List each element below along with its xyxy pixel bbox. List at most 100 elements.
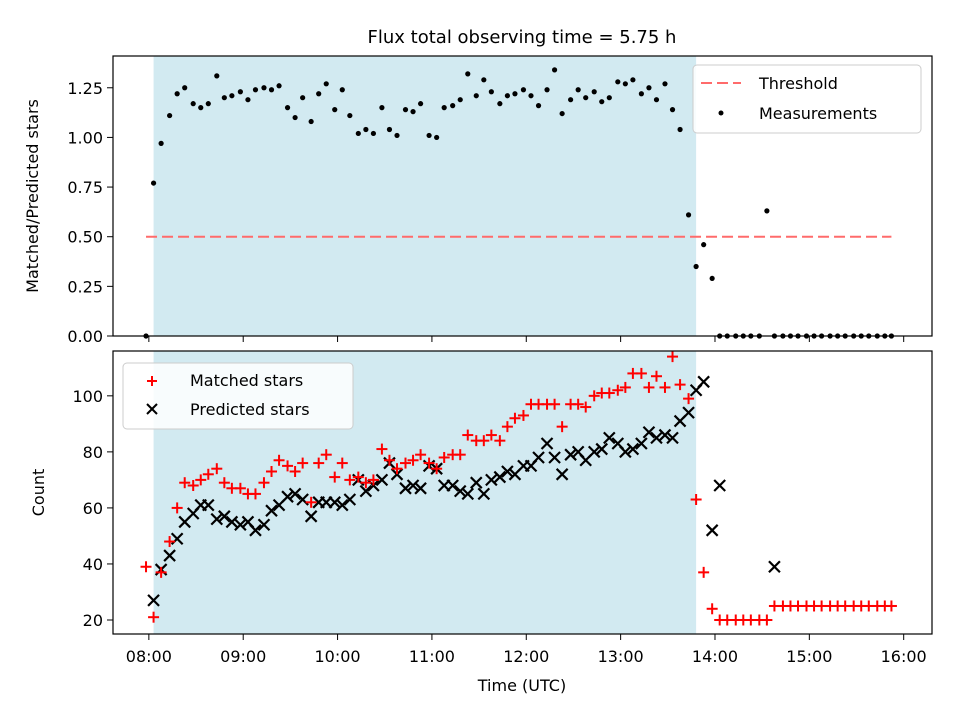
x-tick-label: 14:00 — [692, 647, 738, 666]
predicted-point — [406, 479, 420, 492]
measurement-point — [426, 132, 432, 139]
measurement-point — [488, 89, 494, 95]
predicted-point — [257, 518, 271, 532]
bottom-legend-box — [122, 362, 354, 430]
predicted-point — [249, 524, 262, 537]
measurement-point — [316, 91, 322, 97]
measurement-point — [394, 132, 400, 139]
matched-point — [667, 351, 679, 363]
measurement-point — [434, 134, 440, 141]
legend-matched-swatch — [147, 376, 157, 386]
x-tick-label: 15:00 — [786, 647, 832, 666]
measurement-point — [662, 81, 668, 87]
x-axis-label: Time (UTC) — [477, 676, 566, 695]
measurement-point — [599, 99, 605, 105]
measurement-point — [473, 93, 479, 99]
measurement-point — [764, 208, 770, 214]
predicted-point — [461, 487, 475, 501]
predicted-point — [147, 594, 160, 607]
bottom-y-tick-label: 100 — [72, 387, 103, 406]
matched-point — [155, 566, 167, 578]
legend-predicted-swatch — [146, 403, 158, 415]
predicted-point — [218, 510, 231, 523]
matched-point — [683, 393, 695, 405]
top-y-tick-label: 0.50 — [67, 228, 103, 247]
predicted-point — [635, 437, 648, 450]
measurement-point — [167, 112, 173, 119]
predicted-point — [682, 406, 695, 419]
matched-point — [266, 465, 278, 477]
predicted-point — [595, 442, 609, 456]
measurement-point — [481, 77, 487, 83]
measurement-point — [252, 87, 259, 93]
matched-point — [148, 611, 160, 623]
matched-point — [509, 412, 521, 424]
measurement-point — [174, 91, 180, 97]
bottom-y-tick-label: 40 — [83, 555, 103, 574]
matched-point — [376, 443, 388, 455]
bottom-y-tick-label: 80 — [83, 443, 103, 462]
matched-point — [549, 398, 561, 410]
predicted-point — [619, 445, 632, 459]
matched-point — [164, 536, 176, 548]
predicted-point — [202, 498, 215, 512]
predicted-point — [304, 510, 318, 523]
measurement-point — [544, 87, 550, 93]
measurement-point — [190, 101, 196, 107]
measurement-point — [701, 242, 707, 248]
measurement-point — [559, 110, 565, 117]
matched-point — [360, 477, 372, 489]
legend-predicted-label: Predicted stars — [190, 400, 310, 419]
predicted-point — [626, 442, 640, 456]
matched-point — [352, 471, 364, 483]
matched-point — [501, 421, 513, 433]
predicted-point — [336, 498, 349, 512]
measurement-point — [386, 126, 393, 133]
top-y-ticks: 0.00 0.25 0.50 0.75 1.00 1.25 — [67, 79, 113, 346]
predicted-point — [234, 518, 247, 532]
bottom-panel: 20 40 60 80 100 08:00 09:00 10:00 11:00 12:00 13:… — [29, 350, 933, 695]
bottom-y-tick-label: 60 — [83, 499, 103, 518]
matched-point — [195, 474, 207, 486]
matched-point — [635, 367, 647, 379]
matched-point — [234, 482, 246, 494]
matched-point — [885, 600, 897, 612]
x-tick-label: 13:00 — [598, 647, 644, 666]
predicted-point — [328, 496, 342, 509]
matched-point — [336, 457, 348, 469]
matched-point — [305, 496, 317, 508]
matched-point — [273, 454, 285, 466]
measurement-point — [450, 103, 456, 109]
predicted-point — [532, 451, 545, 464]
measurement-point — [528, 93, 534, 99]
measurement-point — [198, 105, 204, 111]
measurement-point — [520, 87, 527, 93]
matched-point — [454, 449, 466, 461]
predicted-point — [375, 473, 389, 487]
predicted-point — [705, 524, 719, 537]
bottom-legend: Matched stars Predicted stars — [122, 362, 354, 430]
top-legend: Threshold Measurements — [692, 64, 922, 134]
predicted-point — [555, 468, 569, 481]
matched-point — [344, 474, 356, 486]
matched-point — [619, 381, 631, 393]
predicted-point — [603, 431, 616, 445]
x-tick-label: 11:00 — [409, 647, 455, 666]
matched-point — [415, 449, 427, 461]
bottom-y-axis-label: Count — [29, 469, 48, 517]
measurement-point — [441, 105, 447, 111]
measurement-point — [363, 126, 369, 133]
matched-point — [494, 435, 506, 447]
matched-point — [643, 381, 655, 393]
measurement-point — [653, 97, 660, 103]
matched-point — [485, 429, 497, 441]
predicted-point — [265, 504, 278, 517]
matched-point — [202, 468, 214, 480]
measurement-point — [205, 101, 211, 107]
measurement-point — [497, 101, 503, 107]
measurement-point — [638, 91, 644, 97]
bottom-y-tick-label: 20 — [83, 611, 103, 630]
top-y-tick-label: 0.75 — [67, 178, 103, 197]
matched-point — [556, 421, 568, 433]
